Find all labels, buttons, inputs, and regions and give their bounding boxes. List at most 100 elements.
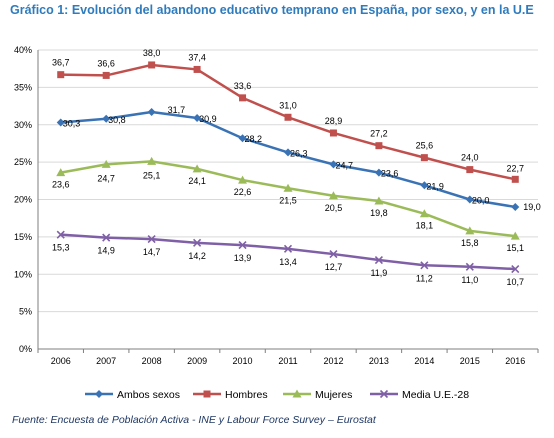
data-point-media-u-e-28	[283, 244, 293, 253]
y-tick-label: 15%	[14, 232, 32, 242]
x-tick-label: 2015	[460, 356, 480, 366]
legend-label-mujeres: Mujeres	[315, 389, 352, 401]
data-label-ambos-sexos: 24,7	[335, 160, 353, 170]
data-label-mujeres: 18,1	[416, 221, 434, 231]
data-labels: 30,3 30,8 31,7 30,9 28,2 26,3 24,7 23,6 21,9 20,0…	[52, 48, 541, 287]
y-tick-label: 20%	[14, 195, 32, 205]
data-point-mujeres	[328, 191, 338, 200]
data-point-mujeres	[56, 168, 66, 177]
data-label-media-u-e-28: 10,7	[507, 277, 525, 287]
data-point-media-u-e-28	[374, 255, 383, 265]
data-point-ambos-sexos	[147, 108, 156, 117]
x-tick-label: 2006	[51, 356, 71, 366]
data-label-ambos-sexos: 21,9	[426, 181, 444, 191]
data-point-mujeres	[374, 196, 384, 205]
data-label-mujeres: 24,1	[188, 176, 206, 186]
x-tick-label: 2007	[96, 356, 116, 366]
data-point-hombres	[375, 142, 383, 150]
data-label-mujeres: 15,8	[461, 238, 479, 248]
data-point-mujeres	[465, 226, 475, 235]
data-label-media-u-e-28: 13,9	[234, 253, 252, 263]
y-tick-label: 40%	[14, 45, 32, 55]
data-label-mujeres: 19,8	[370, 208, 388, 218]
data-point-hombres	[148, 61, 156, 69]
legend-marker-media-u-e-28	[379, 389, 389, 399]
data-point-ambos-sexos	[284, 148, 292, 157]
data-label-ambos-sexos: 26,3	[290, 148, 308, 158]
legend-marker-ambos-sexos	[95, 390, 103, 398]
data-point-hombres	[193, 65, 201, 73]
data-point-mujeres	[192, 164, 202, 173]
data-label-mujeres: 24,7	[97, 173, 115, 183]
data-point-ambos-sexos	[193, 114, 202, 123]
data-point-hombres	[329, 129, 337, 137]
data-label-mujeres: 25,1	[143, 170, 161, 180]
data-point-mujeres	[147, 156, 157, 165]
data-point-hombres	[57, 71, 65, 79]
data-label-hombres: 27,2	[370, 129, 388, 139]
data-label-ambos-sexos: 19,0	[523, 202, 541, 212]
data-point-mujeres	[283, 183, 293, 192]
data-point-hombres	[420, 154, 428, 162]
data-label-ambos-sexos: 20,0	[472, 196, 490, 206]
data-label-media-u-e-28: 11,9	[370, 268, 387, 278]
data-label-hombres: 31,0	[279, 100, 297, 110]
legend-label-media-u-e-28: Media U.E.-28	[402, 389, 469, 401]
data-label-media-u-e-28: 12,7	[325, 262, 343, 272]
data-point-media-u-e-28	[329, 250, 338, 259]
data-point-ambos-sexos	[374, 168, 383, 177]
data-point-media-u-e-28	[56, 230, 65, 239]
data-label-media-u-e-28: 11,0	[461, 275, 478, 285]
axes: 0% 5% 10% 15% 20% 25% 30% 35% 40% 2006 2007 2008 200…	[14, 45, 539, 366]
data-label-hombres: 36,7	[52, 58, 70, 68]
legend-label-ambos-sexos: Ambos sexos	[117, 389, 180, 401]
x-tick-label: 2009	[187, 356, 207, 366]
x-tick-label: 2016	[505, 356, 525, 366]
data-label-hombres: 36,6	[97, 58, 115, 68]
series-line-ambos-sexos	[60, 110, 516, 209]
data-point-hombres	[284, 113, 292, 121]
y-tick-label: 10%	[14, 269, 32, 279]
legend-marker-hombres	[203, 390, 211, 398]
data-label-mujeres: 20,5	[325, 203, 343, 213]
data-label-media-u-e-28: 11,2	[416, 273, 433, 283]
data-point-ambos-sexos	[56, 118, 65, 127]
data-label-ambos-sexos: 28,2	[245, 134, 263, 144]
data-label-media-u-e-28: 13,4	[279, 257, 297, 267]
data-label-hombres: 28,9	[325, 116, 343, 126]
x-tick-label: 2012	[323, 356, 343, 366]
data-point-mujeres	[510, 231, 520, 240]
legend-marker-mujeres	[292, 389, 302, 398]
data-label-mujeres: 23,6	[52, 180, 70, 190]
data-point-ambos-sexos	[420, 181, 429, 190]
data-point-media-u-e-28	[147, 235, 156, 244]
data-label-media-u-e-28: 14,9	[97, 246, 115, 256]
x-tick-label: 2013	[369, 356, 389, 366]
data-point-media-u-e-28	[511, 264, 520, 274]
data-point-media-u-e-28	[465, 262, 474, 271]
data-label-hombres: 22,7	[507, 163, 525, 173]
data-point-mujeres	[101, 159, 111, 168]
y-tick-label: 25%	[14, 157, 32, 167]
data-point-ambos-sexos	[465, 195, 474, 204]
source-note: Fuente: Encuesta de Población Activa - I…	[12, 414, 376, 426]
data-label-hombres: 37,4	[188, 52, 206, 62]
data-point-hombres	[466, 166, 474, 174]
x-tick-label: 2014	[414, 356, 434, 366]
data-point-ambos-sexos	[329, 160, 338, 169]
data-label-ambos-sexos: 30,9	[199, 114, 217, 124]
y-tick-label: 35%	[14, 82, 32, 92]
data-label-mujeres: 21,5	[279, 195, 297, 205]
data-label-hombres: 24,0	[461, 153, 479, 163]
data-label-ambos-sexos: 23,6	[381, 169, 399, 179]
gridlines	[38, 49, 538, 313]
data-point-mujeres	[238, 175, 248, 184]
data-label-media-u-e-28: 14,7	[143, 247, 161, 257]
data-label-hombres: 38,0	[143, 48, 161, 58]
data-label-ambos-sexos: 30,3	[63, 119, 81, 129]
x-tick-label: 2008	[142, 356, 162, 366]
data-label-hombres: 33,6	[234, 81, 252, 91]
data-point-mujeres	[419, 209, 429, 218]
x-tick-label: 2010	[233, 356, 253, 366]
